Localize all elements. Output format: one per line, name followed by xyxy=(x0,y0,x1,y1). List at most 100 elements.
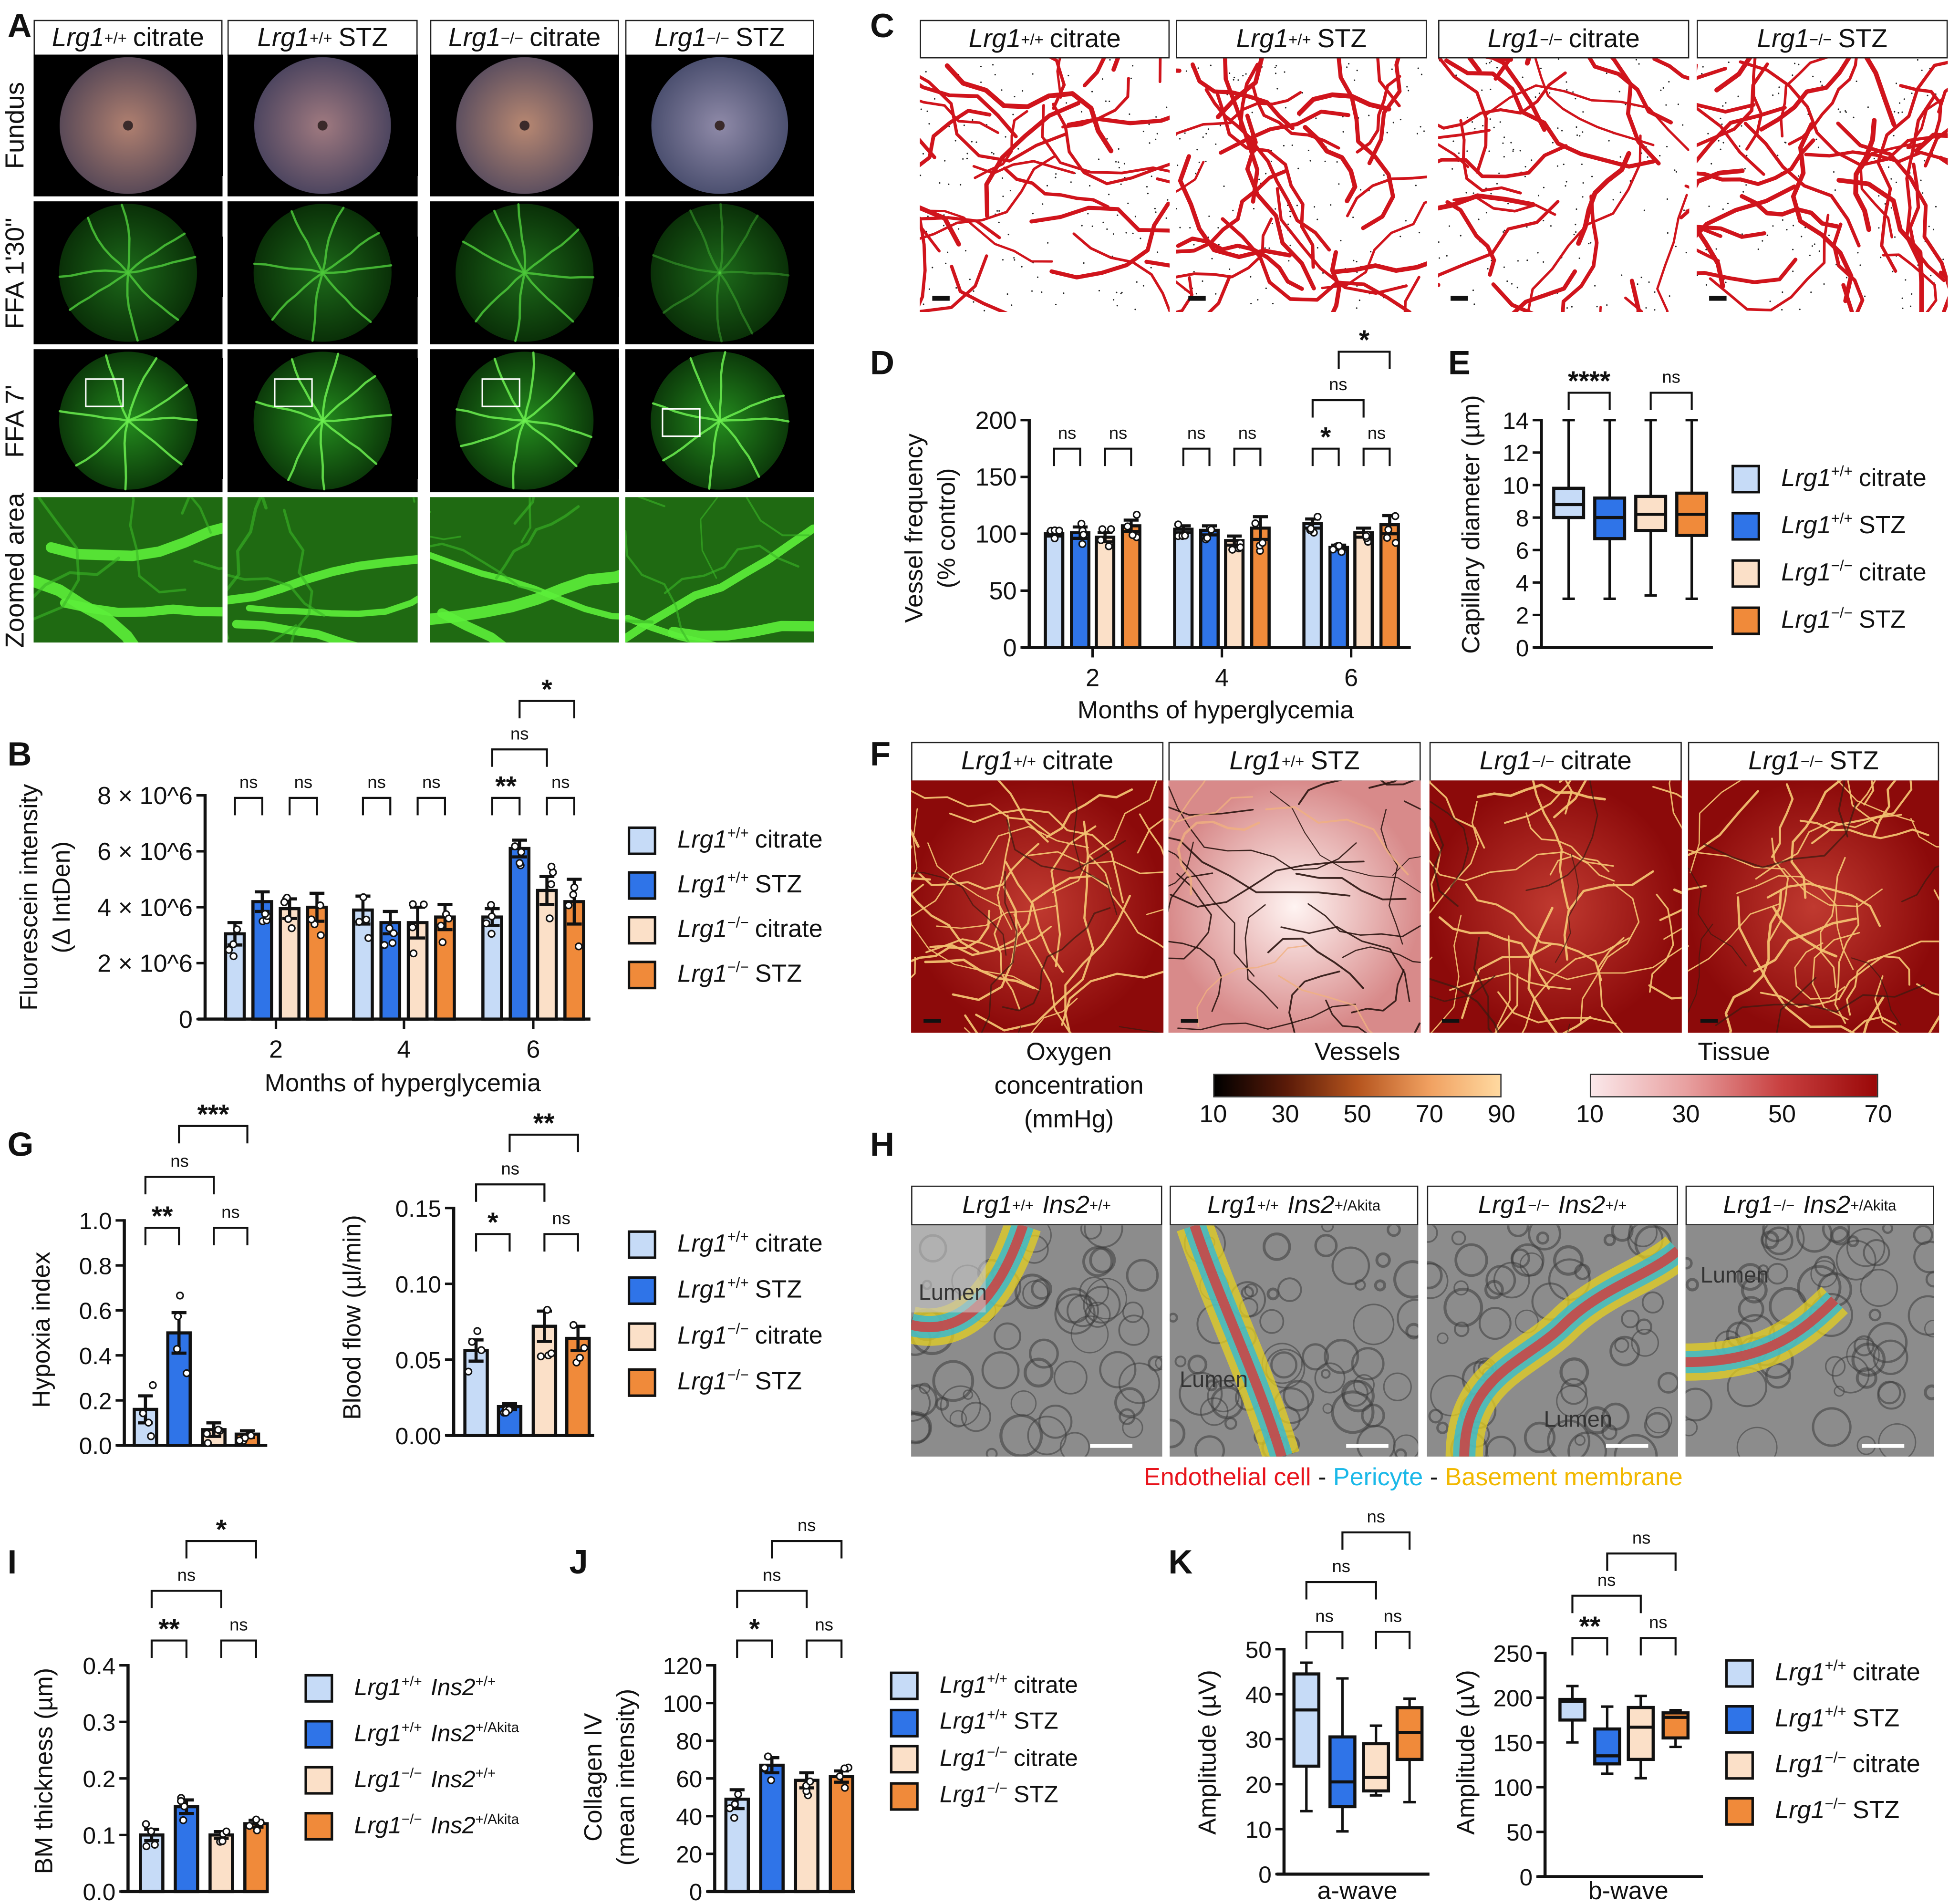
data-point xyxy=(1123,522,1132,531)
cell-texture xyxy=(1383,1372,1412,1401)
data-point xyxy=(247,1431,255,1440)
speckle xyxy=(1619,156,1621,158)
speckle xyxy=(1793,225,1794,227)
speckle xyxy=(1576,208,1577,210)
data-point xyxy=(1055,527,1063,535)
vessel-branch xyxy=(1158,58,1162,83)
radial-vessel xyxy=(321,375,376,422)
speckle xyxy=(1575,224,1576,226)
vessel-branch xyxy=(1525,812,1610,872)
gene-name: Ins2 xyxy=(430,1675,476,1701)
speckle xyxy=(963,124,965,126)
fluorescein-angiogram xyxy=(625,201,814,344)
speckle xyxy=(1890,178,1892,180)
radial-vessel xyxy=(321,271,372,323)
speckle xyxy=(1140,238,1141,239)
speckle xyxy=(1575,231,1577,233)
speckle xyxy=(1156,133,1158,135)
significance-bracket xyxy=(144,1227,180,1245)
speckle xyxy=(1811,245,1814,247)
data-point xyxy=(468,1337,476,1346)
speckle xyxy=(1792,270,1794,272)
significance-label: ns xyxy=(815,1615,833,1635)
speckle xyxy=(1745,184,1747,186)
speckle xyxy=(1662,87,1664,89)
vessel-branch xyxy=(1027,851,1164,874)
radial-vessel xyxy=(58,269,129,278)
vessel-branch xyxy=(1137,817,1164,854)
speckle xyxy=(1195,293,1197,295)
radial-vessel xyxy=(652,402,721,422)
speckle xyxy=(1572,91,1574,93)
speckle xyxy=(1446,255,1448,257)
column-header: Lrg1 +/+ citrate xyxy=(920,20,1170,59)
speckle xyxy=(1155,138,1157,140)
speckle xyxy=(1031,290,1033,292)
vessel-branch xyxy=(1715,984,1925,1026)
vessel-branch xyxy=(1215,90,1315,269)
vessel-branch xyxy=(972,160,1076,175)
data-point xyxy=(252,1815,260,1824)
genotype: −/− xyxy=(987,1782,1008,1797)
condition: citrate xyxy=(1560,747,1632,776)
data-point xyxy=(259,917,267,925)
radial-vessel xyxy=(718,417,790,423)
vessel-branch xyxy=(1780,58,1828,138)
data-point xyxy=(147,1432,155,1440)
speckle xyxy=(1510,142,1512,144)
cell-texture xyxy=(1194,1435,1225,1457)
data-point xyxy=(1306,526,1315,534)
speckle xyxy=(1921,69,1923,71)
cell-texture xyxy=(1207,1380,1240,1413)
significance-bracket xyxy=(1375,1631,1411,1649)
speckle xyxy=(1205,133,1207,135)
data-point xyxy=(1362,534,1371,542)
vessel-branch xyxy=(1563,870,1654,961)
data-point xyxy=(239,1437,248,1445)
vessel-branch xyxy=(1061,77,1130,129)
colorbar-tick: 70 xyxy=(1864,1101,1892,1128)
speckle xyxy=(1405,220,1407,222)
legend-item: Lrg1−/− citrate xyxy=(1725,1742,1920,1788)
legend-swatch xyxy=(627,1368,656,1397)
speckle xyxy=(1251,112,1253,114)
speckle xyxy=(1942,259,1944,260)
vessel-branch xyxy=(1438,58,1488,174)
significance-bracket xyxy=(771,1540,843,1559)
speckle xyxy=(1815,138,1817,140)
vessel-branch xyxy=(1176,160,1205,193)
speckle xyxy=(1002,177,1004,179)
data-point xyxy=(487,912,496,921)
speckle xyxy=(1901,111,1903,113)
speckle xyxy=(1537,252,1539,254)
speckle xyxy=(1142,130,1144,133)
vessel-branch xyxy=(1648,984,1682,1000)
vessel-branch xyxy=(1429,801,1479,914)
cell-texture xyxy=(1547,1419,1591,1457)
vessel-branch xyxy=(1429,975,1495,1002)
legend-label: Lrg1−/− STZ xyxy=(677,1367,802,1397)
legend-item: Lrg1+/+ STZ xyxy=(890,1705,1078,1741)
speckle xyxy=(1392,122,1394,124)
vessel-branch xyxy=(1052,103,1170,186)
bar xyxy=(406,921,429,1021)
y-tick-label: 2 × 10^6 xyxy=(97,950,193,978)
speckle xyxy=(1055,176,1057,178)
data-point xyxy=(1384,526,1392,534)
vessel-branch xyxy=(1392,856,1421,876)
gene-name: Ins2 xyxy=(430,1720,476,1747)
legend-swatch xyxy=(890,1745,919,1774)
speckle xyxy=(1439,257,1441,259)
speckle xyxy=(973,290,974,292)
error-bar xyxy=(1382,514,1398,536)
gene-name: Lrg1 xyxy=(1487,24,1540,53)
data-point xyxy=(517,848,526,856)
significance-label: ns xyxy=(1632,1528,1651,1547)
vessel-branch xyxy=(1688,867,1747,967)
legend-item: Lrg1+/+ citrate xyxy=(890,1668,1078,1705)
vessel-branch xyxy=(1438,144,1568,178)
vessel-branch xyxy=(1497,991,1617,1024)
speckle xyxy=(1828,234,1830,236)
cell-texture xyxy=(1083,1225,1123,1248)
